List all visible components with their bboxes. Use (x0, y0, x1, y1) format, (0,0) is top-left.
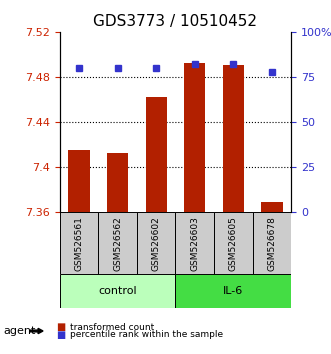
Bar (146, 97, 167, 212)
Bar (68, 150, 89, 212)
Text: agent: agent (3, 326, 36, 336)
Text: GSM526561: GSM526561 (74, 216, 83, 271)
Text: ■: ■ (56, 322, 66, 332)
Bar (253, 212, 291, 274)
Text: GSM526602: GSM526602 (152, 216, 161, 271)
Bar (223, 64, 244, 212)
Bar (107, 153, 128, 212)
Bar (175, 274, 291, 308)
Text: control: control (98, 286, 137, 296)
Text: transformed count: transformed count (70, 323, 154, 332)
Text: GSM526678: GSM526678 (267, 216, 276, 271)
Text: ■: ■ (56, 330, 66, 339)
Bar (261, 202, 283, 212)
Bar (184, 63, 205, 212)
Title: GDS3773 / 10510452: GDS3773 / 10510452 (93, 14, 258, 29)
Text: GSM526605: GSM526605 (229, 216, 238, 271)
Text: GSM526562: GSM526562 (113, 216, 122, 271)
Text: IL-6: IL-6 (223, 286, 244, 296)
Bar (137, 212, 175, 274)
Bar (98, 212, 137, 274)
Text: GSM526603: GSM526603 (190, 216, 199, 271)
Bar (214, 212, 253, 274)
Text: percentile rank within the sample: percentile rank within the sample (70, 330, 223, 339)
Bar (60, 274, 175, 308)
Bar (60, 212, 98, 274)
Bar (175, 212, 214, 274)
